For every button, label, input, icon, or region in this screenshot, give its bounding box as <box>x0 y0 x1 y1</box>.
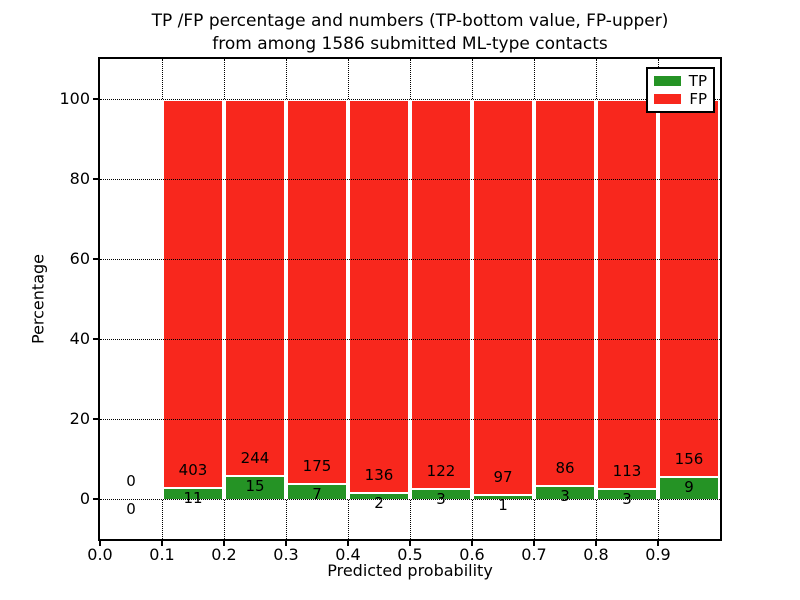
y-tick-label: 40 <box>69 329 90 348</box>
y-tick <box>93 258 98 260</box>
x-tick-label: 0.1 <box>149 545 175 564</box>
legend-label-fp: FP <box>689 89 707 108</box>
tp-count-label: 1 <box>498 495 508 514</box>
x-tick-label: 0.4 <box>335 545 361 564</box>
bar-edge-divider <box>286 482 348 485</box>
bar-edge-divider <box>472 493 534 496</box>
legend-label-tp: TP <box>688 71 707 90</box>
legend-swatch-tp-icon <box>654 76 681 86</box>
bar-edge-divider <box>596 487 658 490</box>
legend-swatch-fp-icon <box>654 94 682 104</box>
x-tick <box>657 541 659 546</box>
chart-title-line2: from among 1586 submitted ML-type contac… <box>212 34 608 54</box>
x-tick <box>409 541 411 546</box>
tp-count-label: 9 <box>684 478 694 497</box>
chart-title-line1: TP /FP percentage and numbers (TP-bottom… <box>151 11 669 31</box>
x-tick-label: 0.2 <box>211 545 237 564</box>
bar-segment-fp <box>472 99 534 495</box>
fp-count-label: 175 <box>302 456 332 475</box>
x-tick <box>223 541 225 546</box>
bar-segment-tp <box>162 488 224 499</box>
x-tick <box>595 541 597 546</box>
fp-count-label: 244 <box>240 448 270 467</box>
y-tick <box>93 418 98 420</box>
bar-segment-fp <box>224 99 286 476</box>
y-tick-label: 60 <box>69 249 90 268</box>
fp-count-label: 156 <box>674 450 704 469</box>
x-tick-label: 0.9 <box>645 545 671 564</box>
bar-segment-tp <box>472 494 534 499</box>
y-tick <box>93 98 98 100</box>
tp-count-label: 2 <box>374 494 384 513</box>
x-tick <box>347 541 349 546</box>
y-tick <box>93 338 98 340</box>
legend-item-fp: FP <box>654 89 707 108</box>
y-tick-label: 80 <box>69 169 90 188</box>
chart-title: TP /FP percentage and numbers (TP-bottom… <box>152 10 669 56</box>
bar-segment-tp <box>286 483 348 499</box>
x-tick <box>285 541 287 546</box>
bar-segment-tp <box>224 475 286 499</box>
x-tick <box>533 541 535 546</box>
x-tick-label: 0.0 <box>87 545 113 564</box>
fp-count-label: 136 <box>364 466 394 485</box>
tp-count-label: 15 <box>245 476 265 495</box>
grid-hline <box>100 339 720 340</box>
bar-segment-fp <box>410 99 472 490</box>
grid-hline <box>100 419 720 420</box>
tp-count-label: 11 <box>183 489 203 508</box>
legend-item-tp: TP <box>654 71 707 90</box>
fp-count-label: 122 <box>426 462 456 481</box>
bar-segment-fp <box>286 99 348 484</box>
fp-count-label: 0 <box>126 472 136 490</box>
grid-hline <box>100 99 720 100</box>
tp-count-label: 3 <box>560 486 570 505</box>
grid-hline <box>100 259 720 260</box>
bar-segment-tp <box>534 485 596 499</box>
x-tick-label: 0.3 <box>273 545 299 564</box>
y-tick <box>93 178 98 180</box>
bar-segment-fp <box>534 99 596 486</box>
x-tick <box>471 541 473 546</box>
bar-edge-divider <box>658 476 720 479</box>
x-tick <box>99 541 101 546</box>
fp-count-label: 86 <box>555 458 575 477</box>
y-tick-label: 0 <box>79 489 90 508</box>
bar-edge-divider <box>534 484 596 487</box>
y-tick <box>93 498 98 500</box>
bar-segment-tp <box>596 488 658 499</box>
x-axis-label: Predicted probability <box>327 561 493 580</box>
legend: TP FP <box>646 67 715 113</box>
bar-segment-tp <box>410 489 472 499</box>
bar-segment-fp <box>596 99 658 489</box>
x-tick-label: 0.8 <box>583 545 609 564</box>
x-tick-label: 0.6 <box>459 545 485 564</box>
grid-hline <box>100 499 720 500</box>
x-tick-label: 0.5 <box>397 545 423 564</box>
x-tick-label: 0.7 <box>521 545 547 564</box>
tp-count-label: 3 <box>436 490 446 509</box>
tp-count-label: 3 <box>622 489 632 508</box>
fp-count-label: 97 <box>493 467 513 486</box>
y-tick-label: 20 <box>69 409 90 428</box>
x-tick <box>161 541 163 546</box>
tp-count-label: 0 <box>126 500 136 518</box>
tp-count-label: 7 <box>312 484 322 503</box>
bar-segment-fp <box>348 99 410 494</box>
bar-segment-fp <box>658 99 720 478</box>
bar-segment-fp <box>162 99 224 489</box>
fp-count-label: 113 <box>612 461 642 480</box>
bar-edge-divider <box>348 492 410 495</box>
y-tick-label: 100 <box>59 89 90 108</box>
bar-segment-tp <box>658 477 720 499</box>
grid-hline <box>100 179 720 180</box>
bar-segment-tp <box>348 493 410 499</box>
bar-edge-divider <box>410 488 472 491</box>
bar-edge-divider <box>224 474 286 477</box>
bar-edge-divider <box>162 487 224 490</box>
fp-count-label: 403 <box>178 461 208 480</box>
